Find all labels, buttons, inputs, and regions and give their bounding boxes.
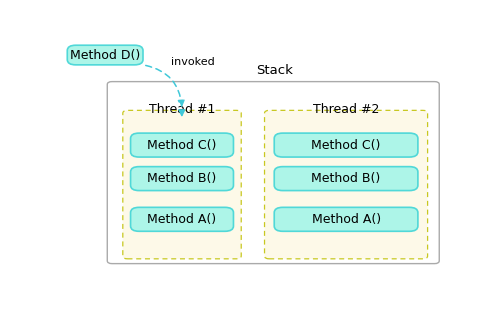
Text: Thread #2: Thread #2 bbox=[313, 103, 379, 116]
Text: Method D(): Method D() bbox=[70, 49, 140, 62]
Text: Method A(): Method A() bbox=[312, 213, 381, 226]
FancyBboxPatch shape bbox=[131, 167, 233, 191]
FancyBboxPatch shape bbox=[123, 110, 241, 259]
FancyBboxPatch shape bbox=[131, 133, 233, 157]
Text: Method B(): Method B() bbox=[312, 172, 381, 185]
Text: Thread #1: Thread #1 bbox=[149, 103, 215, 116]
FancyBboxPatch shape bbox=[274, 207, 418, 231]
FancyBboxPatch shape bbox=[265, 110, 427, 259]
FancyBboxPatch shape bbox=[274, 133, 418, 157]
FancyBboxPatch shape bbox=[107, 81, 439, 264]
Text: Stack: Stack bbox=[256, 64, 293, 77]
Text: Method C(): Method C() bbox=[312, 139, 381, 151]
Text: Method B(): Method B() bbox=[147, 172, 216, 185]
Text: Method A(): Method A() bbox=[147, 213, 216, 226]
FancyBboxPatch shape bbox=[131, 207, 233, 231]
Text: Method C(): Method C() bbox=[147, 139, 217, 151]
FancyBboxPatch shape bbox=[274, 167, 418, 191]
Text: invoked: invoked bbox=[171, 58, 215, 67]
FancyBboxPatch shape bbox=[67, 45, 143, 65]
